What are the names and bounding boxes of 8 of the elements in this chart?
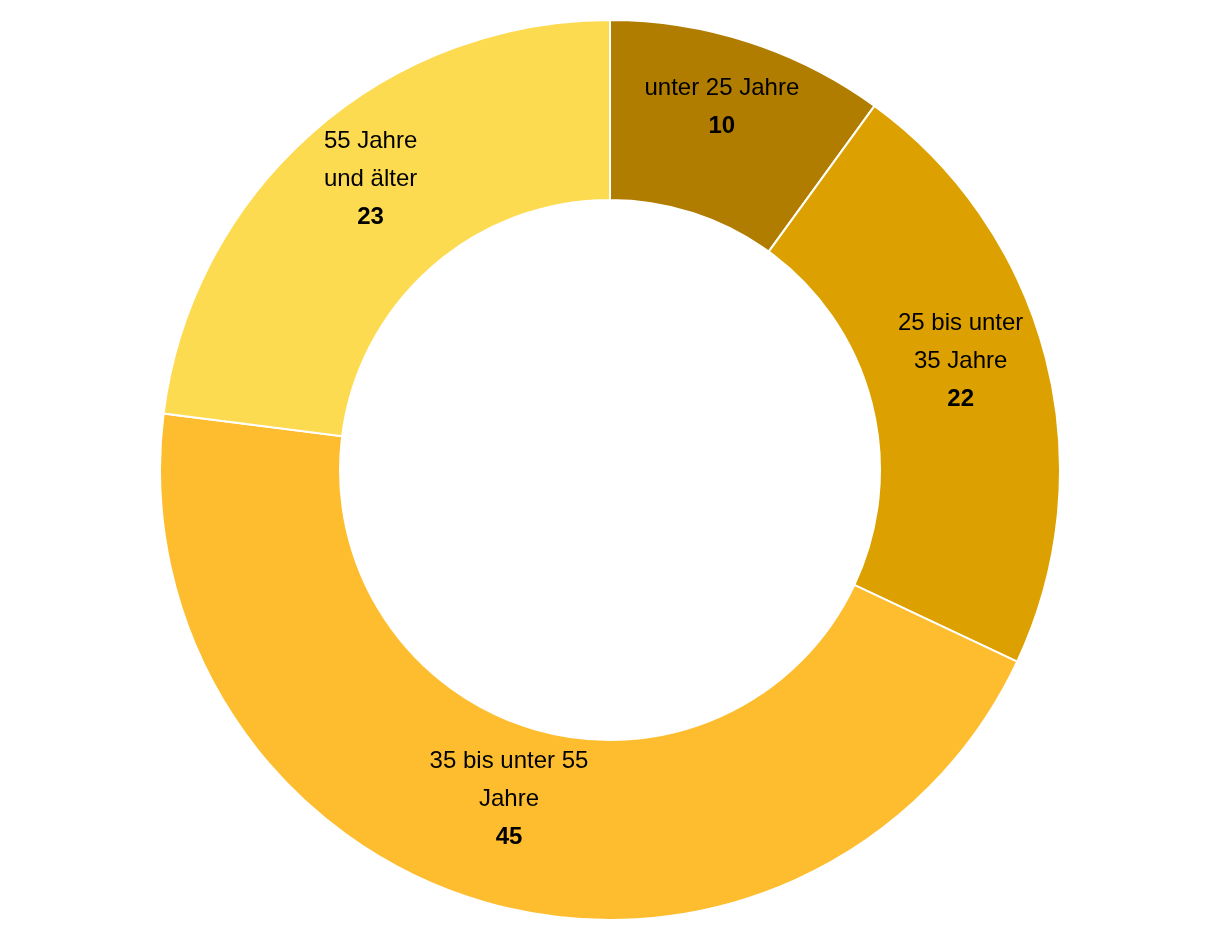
data-label: 45 [495,821,523,849]
data-label: 22 [947,383,974,411]
slice-label: 55 Jahre und älter [323,126,418,192]
data-label: 10 [708,110,736,138]
data-label: 23 [357,202,384,230]
slice-label: unter 25 Jahre [644,72,800,100]
slice-label: 25 bis unter 35 Jahre [897,307,1024,373]
slice-label: 35 bis unter 55 Jahre [429,745,589,811]
